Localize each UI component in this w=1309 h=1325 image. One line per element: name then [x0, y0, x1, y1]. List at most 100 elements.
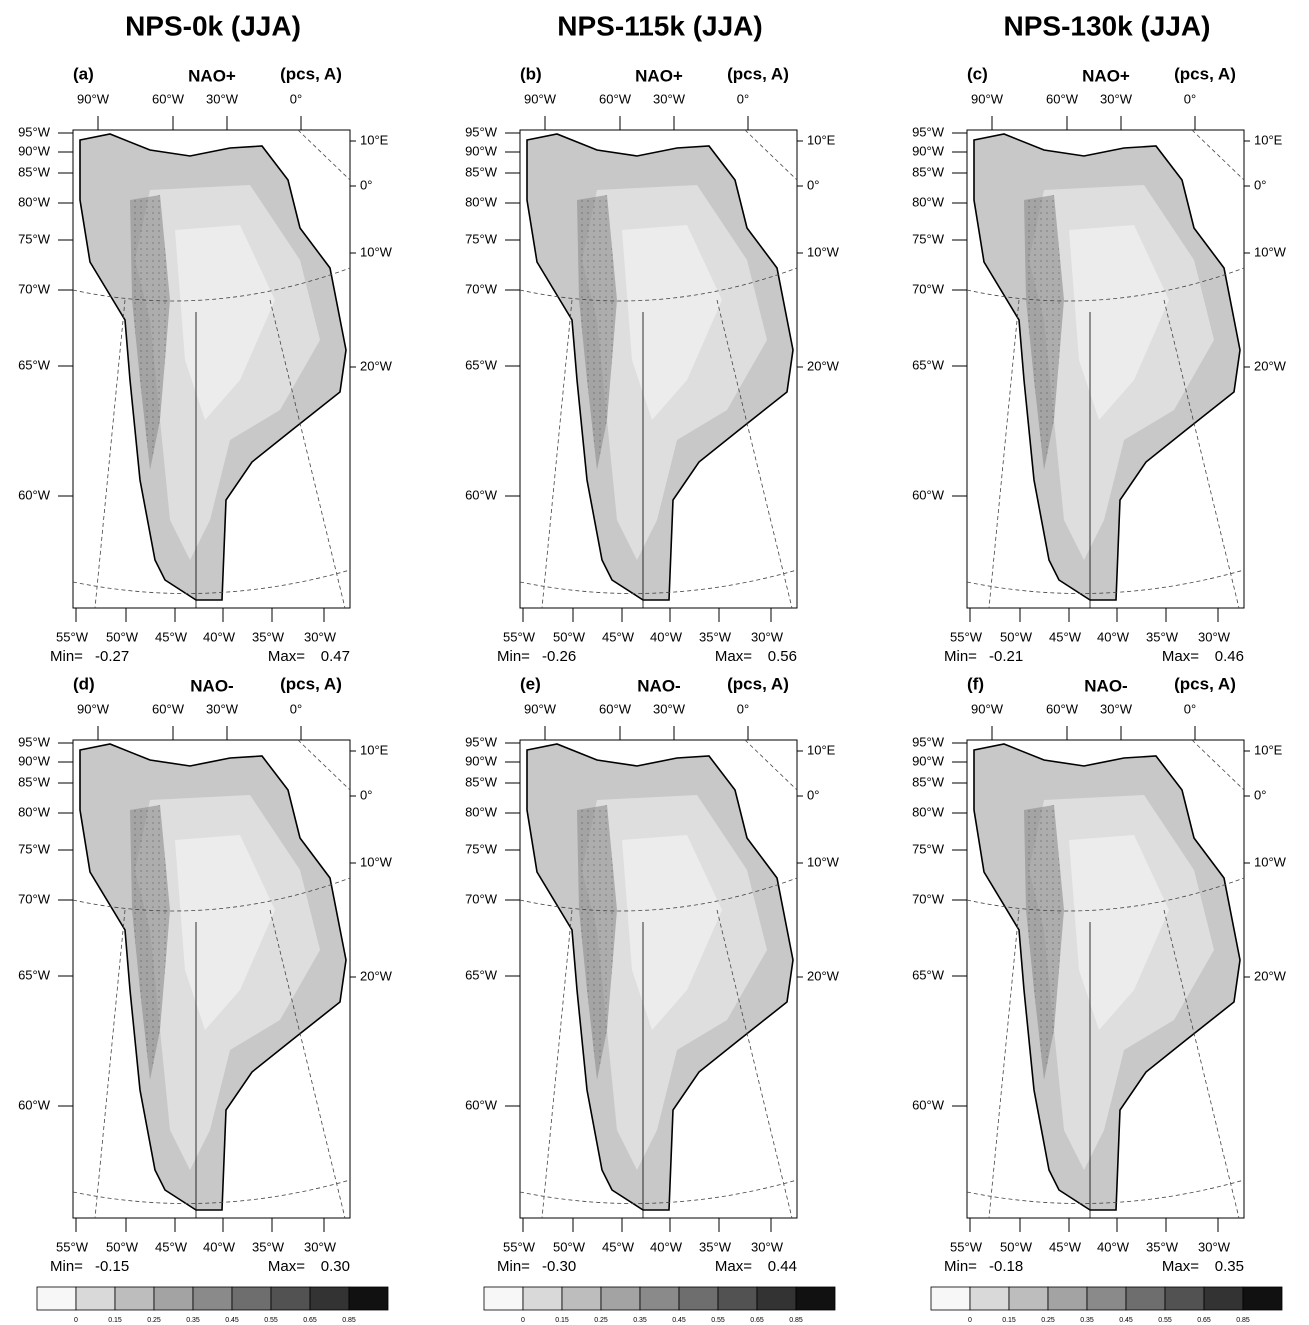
left-lat-label: 65°W	[465, 967, 498, 982]
bottom-lon-label: 55°W	[503, 1239, 536, 1254]
bottom-lon-label: 40°W	[650, 1239, 683, 1254]
left-lat-label: 65°W	[912, 357, 945, 372]
max-label: Max=	[268, 648, 305, 665]
left-lat-label: 80°W	[18, 194, 51, 209]
right-label: 10°E	[1254, 132, 1283, 147]
bottom-lon-label: 30°W	[751, 1239, 784, 1254]
top-lon-label: 60°W	[1046, 91, 1079, 106]
graticule-line	[1191, 129, 1245, 181]
left-lat-label: 90°W	[18, 753, 51, 768]
column-title: NPS-0k (JJA)	[125, 10, 301, 41]
panel-label: (b)	[520, 64, 542, 83]
colorbar-box	[678, 1286, 719, 1311]
graticule-line	[297, 739, 351, 791]
left-lat-label: 80°W	[912, 804, 945, 819]
bottom-lon-label: 30°W	[1198, 1239, 1231, 1254]
bottom-lon-label: 35°W	[1146, 629, 1179, 644]
max-value: 0.56	[768, 648, 797, 665]
colorbar-box	[639, 1286, 680, 1311]
graticule-line	[716, 909, 793, 1219]
graticule-line	[519, 1179, 798, 1204]
min-label: Min=	[50, 1258, 83, 1275]
top-lon-label: 60°W	[599, 701, 632, 716]
colorbar-box	[1086, 1286, 1127, 1311]
greenland-map	[79, 743, 347, 1211]
min-label: Min=	[497, 1258, 530, 1275]
colorbar-tick-label: 0.25	[1041, 1317, 1055, 1324]
colorbar-tick-label: 0.55	[711, 1317, 725, 1324]
left-lat-label: 85°W	[912, 164, 945, 179]
top-lon-label: 90°W	[971, 91, 1004, 106]
colorbar-tick-label: 0	[968, 1317, 972, 1324]
colorbar-box	[795, 1286, 836, 1311]
greenland-map	[79, 133, 347, 601]
colorbar-box	[270, 1286, 311, 1311]
top-lon-label: 90°W	[524, 701, 557, 716]
left-lat-label: 90°W	[912, 143, 945, 158]
colorbar-box	[1164, 1286, 1205, 1311]
left-lat-label: 85°W	[465, 774, 498, 789]
right-label: 10°E	[360, 132, 389, 147]
min-label: Min=	[944, 1258, 977, 1275]
bottom-lon-label: 45°W	[155, 1239, 188, 1254]
right-label: 0°	[1254, 787, 1266, 802]
bottom-lon-label: 40°W	[650, 629, 683, 644]
colorbar-box	[522, 1286, 563, 1311]
left-lat-label: 85°W	[912, 774, 945, 789]
max-label: Max=	[1162, 648, 1199, 665]
colorbar-tick-label: 0.55	[264, 1317, 278, 1324]
max-value: 0.44	[768, 1258, 797, 1275]
colorbar-tick-label: 0.45	[225, 1317, 239, 1324]
left-lat-label: 60°W	[465, 1097, 498, 1112]
colorbar-box	[1125, 1286, 1166, 1311]
left-lat-label: 75°W	[912, 231, 945, 246]
top-lon-label: 0°	[737, 91, 749, 106]
panel-units: (pcs, A)	[1174, 64, 1236, 83]
graticule-line	[72, 569, 351, 594]
right-label: 10°W	[1254, 854, 1287, 869]
left-lat-label: 70°W	[912, 891, 945, 906]
top-lon-label: 0°	[737, 701, 749, 716]
top-lon-label: 0°	[1184, 91, 1196, 106]
map-frame	[966, 129, 1245, 609]
colorbar-tick-label: 0.35	[1080, 1317, 1094, 1324]
right-label: 20°W	[807, 968, 840, 983]
greenland-map	[973, 743, 1241, 1211]
top-lon-label: 30°W	[206, 91, 239, 106]
left-lat-label: 80°W	[465, 194, 498, 209]
min-value: -0.30	[542, 1258, 576, 1275]
left-lat-label: 70°W	[465, 281, 498, 296]
right-label: 10°E	[807, 132, 836, 147]
colorbar-tick-label: 0.65	[303, 1317, 317, 1324]
left-lat-label: 80°W	[18, 804, 51, 819]
min-value: -0.15	[95, 1258, 129, 1275]
panel-units: (pcs, A)	[280, 674, 342, 693]
colorbar-tick-label: 0.15	[108, 1317, 122, 1324]
panel: (f) NAO- (pcs, A) 90°W 60°W 30°W 0° 95°W 90°W 85°…	[912, 674, 1287, 1274]
graticule-line	[1163, 909, 1240, 1219]
column-title: NPS-130k (JJA)	[1004, 10, 1211, 41]
left-lat-label: 80°W	[465, 804, 498, 819]
min-value: -0.21	[989, 648, 1023, 665]
colorbar-tick-label: 0.85	[789, 1317, 803, 1324]
bottom-lon-label: 45°W	[1049, 1239, 1082, 1254]
colorbar-box	[561, 1286, 602, 1311]
map-frame	[519, 129, 798, 609]
left-lat-label: 75°W	[465, 231, 498, 246]
bottom-lon-label: 30°W	[751, 629, 784, 644]
left-lat-label: 90°W	[465, 753, 498, 768]
colorbar-box	[1008, 1286, 1049, 1311]
left-lat-label: 65°W	[465, 357, 498, 372]
bottom-lon-label: 35°W	[252, 629, 285, 644]
panel-units: (pcs, A)	[727, 674, 789, 693]
colorbar-box	[930, 1286, 971, 1311]
left-lat-label: 90°W	[18, 143, 51, 158]
top-lon-label: 60°W	[152, 701, 185, 716]
colorbar-box	[348, 1286, 389, 1311]
greenland-map	[526, 743, 794, 1211]
max-value: 0.47	[321, 648, 350, 665]
max-value: 0.46	[1215, 648, 1244, 665]
panel: (e) NAO- (pcs, A) 90°W 60°W 30°W 0° 95°W 90°W 85°…	[465, 674, 840, 1274]
bottom-lon-label: 35°W	[252, 1239, 285, 1254]
